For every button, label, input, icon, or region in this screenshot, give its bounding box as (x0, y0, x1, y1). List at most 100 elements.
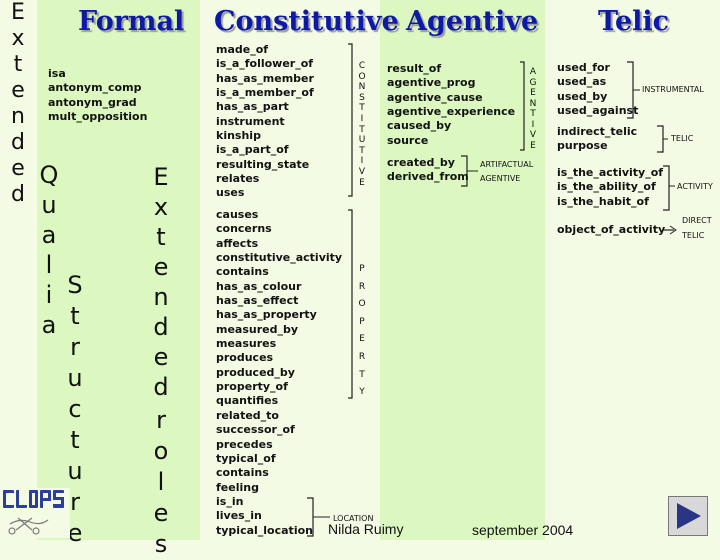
vertical-tag-letter: E (530, 140, 536, 151)
relation-item: instrument (216, 114, 285, 128)
relation-item: is_a_member_of (216, 86, 314, 100)
vertical-letter: e (153, 499, 169, 527)
vertical-letter: x (11, 26, 25, 51)
vertical-letter: E (153, 163, 169, 191)
vertical-tag-letter: I (531, 119, 535, 130)
vertical-letter: t (13, 52, 23, 77)
vertical-letter: e (153, 343, 169, 371)
constitutive-title: Constitutive (214, 6, 399, 37)
relation-item: is_the_habit_of (557, 194, 649, 208)
relation-item: uses (216, 186, 245, 200)
relation-item: agentive_cause (387, 90, 483, 104)
instrumental-label: INSTRUMENTAL (642, 85, 704, 94)
relation-item: produces (216, 351, 274, 365)
relation-item: made_of (216, 43, 269, 56)
relation-item: lives_in (216, 509, 262, 523)
constitutive-relation-list-2: causes concerns affects constitutive_act… (216, 208, 342, 538)
relation-item: created_by (387, 156, 455, 169)
relation-item: causes (216, 208, 259, 221)
relation-item: source (387, 133, 429, 147)
vertical-letter: t (70, 426, 80, 454)
relation-item: derived_from (387, 170, 469, 184)
vertical-tag-letter: P (359, 264, 365, 274)
vertical-letter: r (70, 488, 80, 516)
vertical-tag-letter: C (358, 61, 366, 71)
vertical-letter: a (41, 221, 57, 249)
telic-label: TELIC (671, 134, 694, 143)
relation-item: constitutive_activity (216, 251, 343, 265)
artifactual-agentive-label: AGENTIVE (480, 174, 521, 183)
relation-item: affects (216, 236, 259, 250)
telic-direct-list: object_of_activity (557, 223, 665, 237)
vertical-letter: l (45, 251, 53, 279)
relation-item: agentive_prog (387, 76, 476, 90)
vertical-tag-letter: G (529, 77, 537, 88)
vertical-tag-letter: U (358, 135, 366, 146)
vertical-tag-letter: R (358, 281, 366, 292)
vertical-tag-letter: O (358, 71, 366, 82)
vertical-tag-letter: R (358, 352, 366, 362)
relation-item: used_by (557, 89, 608, 103)
relation-item: is_a_part_of (216, 143, 289, 157)
relation-item: typical_of (216, 451, 276, 465)
vertical-letter: l (157, 468, 165, 496)
vertical-letter: Q (39, 161, 59, 189)
relation-item: contains (216, 265, 269, 279)
relation-item: successor_of (216, 423, 295, 437)
vertical-tag-letter: T (359, 103, 365, 114)
clips-logo-icon: CLIPS (2, 488, 70, 538)
vertical-tag-letter: E (530, 88, 536, 98)
relation-item: has_as_effect (216, 294, 299, 308)
svg-text:CLIPS: CLIPS (3, 505, 6, 507)
vertical-tag-letter: Y (359, 387, 365, 398)
vertical-letter: e (11, 78, 25, 103)
relation-item: resulting_state (216, 157, 310, 171)
author-name: Nilda Ruimy (328, 521, 404, 537)
next-arrow-icon (677, 503, 701, 529)
vertical-letter: d (153, 373, 169, 401)
relation-item: measured_by (216, 322, 299, 336)
telic-title: Telic (598, 6, 670, 37)
relation-item: quantifies (216, 394, 279, 408)
vertical-tag-letter: V (529, 130, 537, 140)
relation-item: is_the_activity_of (557, 166, 664, 179)
vertical-letter: d (11, 130, 25, 155)
relation-item: agentive_experience (387, 105, 516, 119)
vertical-letter: r (70, 333, 80, 361)
relation-item: caused_by (387, 119, 452, 133)
presentation-date: september 2004 (472, 522, 574, 538)
relation-item: contains (216, 466, 269, 480)
vertical-letter: r (156, 406, 166, 434)
telic-activity-list: is_the_activity_of is_the_ability_of is_… (557, 166, 663, 209)
vertical-letter: u (67, 364, 83, 392)
vertical-tag-letter: T (359, 145, 365, 156)
relation-item: used_as (557, 75, 607, 89)
relation-item: is_a_follower_of (216, 57, 314, 71)
vertical-tag-letter: N (358, 82, 366, 93)
constitutive-relation-list-1: made_of is_a_follower_of has_as_member i… (216, 43, 314, 201)
vertical-letter: a (41, 311, 57, 339)
direct-telic-label: TELIC (682, 231, 705, 240)
vertical-letter: S (67, 271, 83, 299)
relation-item: precedes (216, 437, 273, 451)
vertical-letter: e (11, 156, 25, 181)
agentive-relation-list-2: created_by derived_from (387, 156, 469, 185)
relation-item: kinship (216, 129, 261, 143)
vertical-letter: c (68, 395, 82, 423)
vertical-tag-letter: E (359, 334, 365, 345)
relation-item: concerns (216, 222, 272, 236)
relation-item: relates (216, 172, 260, 186)
relation-item: result_of (387, 62, 442, 75)
vertical-tag-letter: P (359, 316, 365, 327)
agentive-title: Agentive (406, 6, 539, 37)
next-slide-button[interactable] (668, 496, 708, 536)
relation-item: has_as_property (216, 308, 317, 322)
vertical-letter: t (156, 223, 166, 251)
agentive-relation-list-1: result_of agentive_prog agentive_cause a… (387, 62, 515, 148)
relation-item: has_as_colour (216, 279, 302, 293)
direct-label: DIRECT (682, 216, 712, 225)
vertical-tag-letter: E (359, 177, 365, 188)
relation-item: is_in (216, 494, 244, 508)
